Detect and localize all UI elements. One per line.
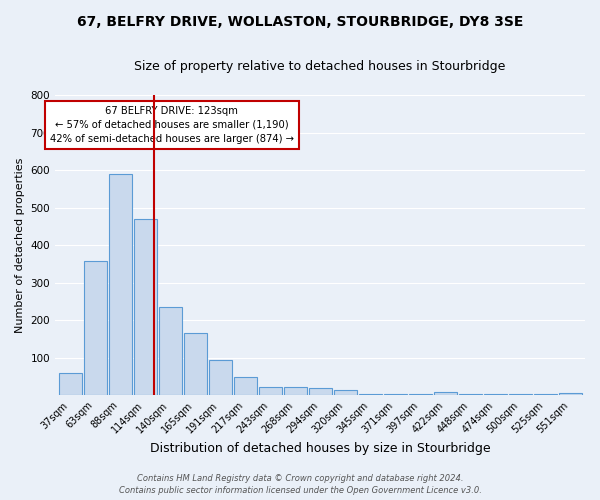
Bar <box>158 307 182 395</box>
Bar <box>284 387 307 395</box>
Text: Contains HM Land Registry data © Crown copyright and database right 2024.
Contai: Contains HM Land Registry data © Crown c… <box>119 474 481 495</box>
Bar <box>484 394 506 395</box>
Bar <box>509 394 532 395</box>
Bar <box>109 174 131 395</box>
Bar <box>559 392 581 395</box>
Bar <box>59 374 82 395</box>
Bar <box>259 387 281 395</box>
Bar <box>209 360 232 395</box>
Text: 67 BELFRY DRIVE: 123sqm
← 57% of detached houses are smaller (1,190)
42% of semi: 67 BELFRY DRIVE: 123sqm ← 57% of detache… <box>50 106 293 144</box>
Bar <box>409 394 431 395</box>
X-axis label: Distribution of detached houses by size in Stourbridge: Distribution of detached houses by size … <box>150 442 490 455</box>
Bar <box>134 219 157 395</box>
Bar <box>383 394 407 395</box>
Title: Size of property relative to detached houses in Stourbridge: Size of property relative to detached ho… <box>134 60 506 73</box>
Bar <box>184 334 206 395</box>
Y-axis label: Number of detached properties: Number of detached properties <box>15 158 25 333</box>
Bar <box>458 394 482 395</box>
Bar <box>434 392 457 395</box>
Bar <box>83 261 107 395</box>
Bar <box>533 394 557 395</box>
Text: 67, BELFRY DRIVE, WOLLASTON, STOURBRIDGE, DY8 3SE: 67, BELFRY DRIVE, WOLLASTON, STOURBRIDGE… <box>77 15 523 29</box>
Bar <box>359 394 382 395</box>
Bar <box>308 388 332 395</box>
Bar <box>334 390 356 395</box>
Bar <box>233 377 257 395</box>
